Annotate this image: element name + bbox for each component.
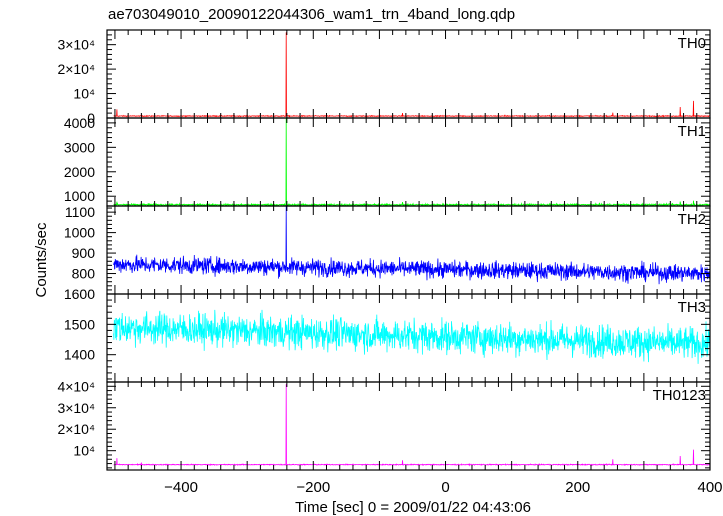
panel-label-th2: TH2 [678, 211, 706, 228]
y-tick-label: 900 [72, 245, 96, 261]
panel-frame-th0 [106, 29, 711, 119]
x-tick-label: 400 [697, 479, 722, 496]
series-line-th2 [113, 206, 710, 285]
y-tick-label: 4×10⁴ [57, 378, 95, 394]
chart-title: ae703049010_20090122044306_wam1_trn_4ban… [108, 6, 515, 23]
panel-frame-th1 [106, 117, 711, 207]
y-tick-label: 1500 [64, 316, 95, 332]
y-tick-label: 4000 [64, 115, 95, 131]
y-axis-label: Counts/sec [33, 222, 50, 298]
x-tick-label: −400 [164, 479, 198, 496]
x-tick-label: 0 [441, 479, 449, 496]
y-tick-label: 1000 [64, 188, 95, 204]
y-tick-label: 0 [87, 110, 95, 126]
y-tick-label: 10⁴ [73, 86, 95, 102]
y-tick-label: 3000 [64, 139, 95, 155]
panel-frame-th2 [106, 205, 711, 295]
y-tick-label: 1000 [64, 225, 95, 241]
y-tick-label: 1100 [65, 204, 95, 220]
panel-label-th3: TH3 [678, 299, 706, 316]
series-line-th0 [113, 32, 710, 118]
y-tick-label: 3×10⁴ [57, 400, 95, 416]
y-tick-label: 10⁴ [73, 443, 95, 459]
series-line-th3 [113, 309, 710, 364]
y-tick-label: 800 [72, 266, 96, 282]
y-tick-label: 2×10⁴ [57, 421, 95, 437]
y-tick-label: 1600 [64, 286, 95, 302]
y-tick-label: 1400 [64, 347, 95, 363]
panel-label-th0123: TH0123 [653, 387, 706, 404]
y-tick-label: 3×10⁴ [57, 37, 95, 53]
y-tick-label: 2000 [64, 164, 95, 180]
panel-label-th1: TH1 [678, 123, 706, 140]
panel-label-th0: TH0 [678, 35, 706, 52]
y-tick-label: 2×10⁴ [57, 61, 95, 77]
series-line-th0123 [113, 384, 710, 467]
x-axis-label: Time [sec] 0 = 2009/01/22 04:43:06 [295, 499, 531, 516]
series-line-th1 [113, 118, 710, 206]
panel-frame-th0123 [106, 381, 711, 471]
x-tick-label: 200 [565, 479, 590, 496]
x-tick-label: −200 [296, 479, 330, 496]
